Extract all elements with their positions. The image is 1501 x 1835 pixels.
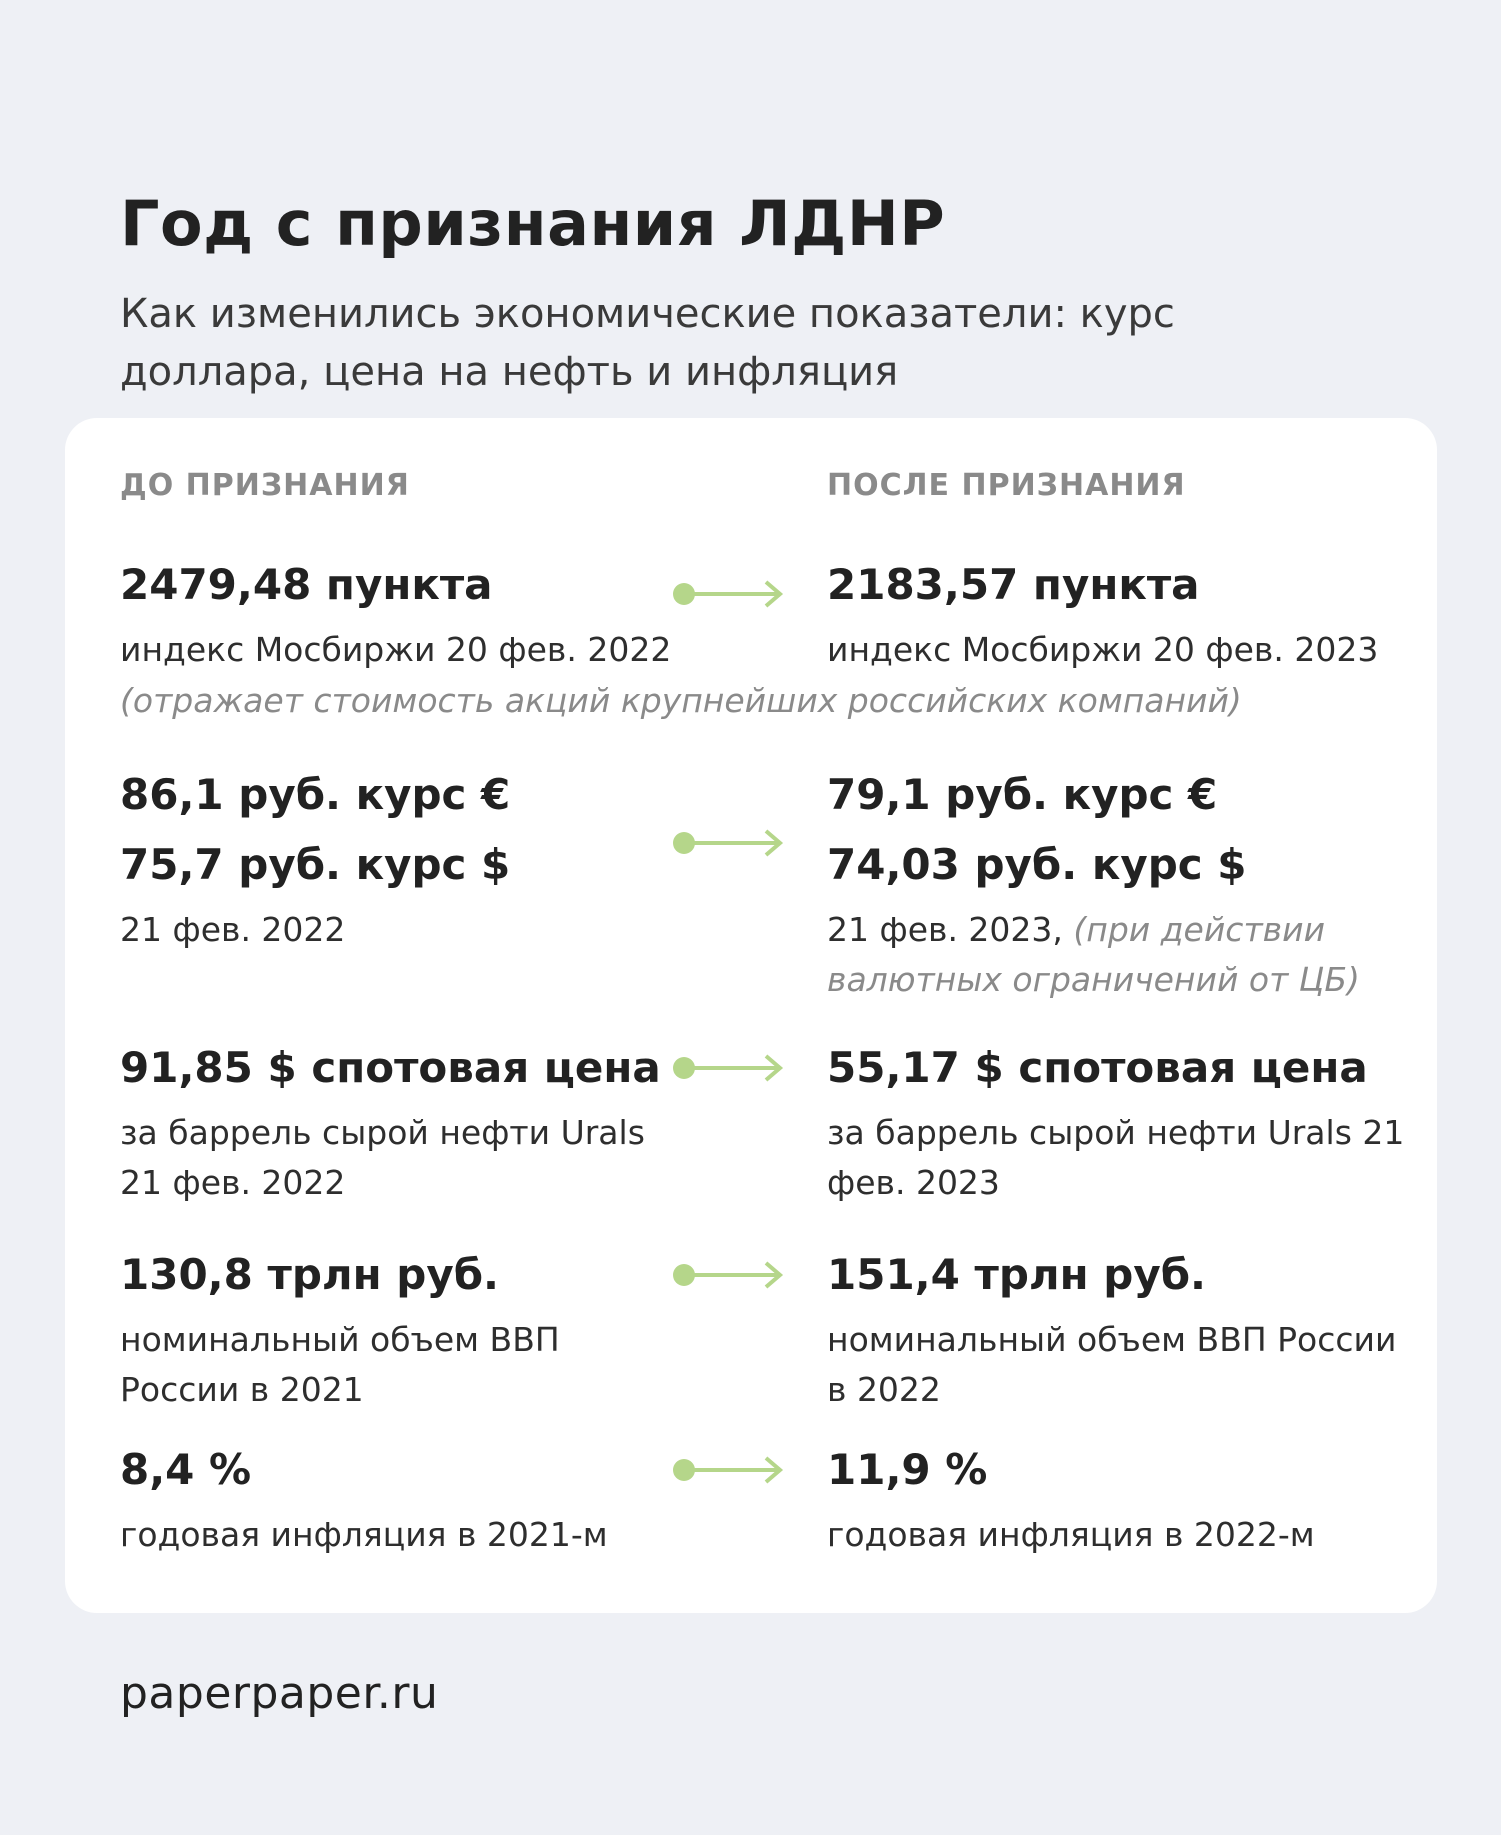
- page-subtitle: Как изменились экономические показатели:…: [120, 291, 1175, 395]
- arrow-right-icon: [673, 580, 784, 608]
- before-value: 8,4 %: [120, 1445, 252, 1494]
- after-cell: 151,4 трлн руб. номинальный объем ВВП Ро…: [827, 1245, 1407, 1415]
- after-date: 21 фев. 2023,: [827, 910, 1063, 949]
- after-description: годовая инфляция в 2022-м: [827, 1515, 1315, 1554]
- arrow-right-icon: [673, 829, 784, 857]
- column-header-before: ДО ПРИЗНАНИЯ: [120, 468, 410, 503]
- after-cell: 11,9 % годовая инфляция в 2022-м: [827, 1440, 1407, 1560]
- before-value: 2479,48 пункта: [120, 560, 493, 609]
- before-description: индекс Мосбиржи 20 фев. 2022: [120, 630, 672, 669]
- after-value: 2183,57 пункта: [827, 560, 1200, 609]
- after-note: (при действии валютных ограничений от ЦБ…: [827, 910, 1360, 999]
- after-value: 151,4 трлн руб.: [827, 1250, 1207, 1299]
- before-value: 130,8 трлн руб.: [120, 1250, 500, 1299]
- arrow-right-icon: [673, 1054, 784, 1082]
- after-description: индекс Мосбиржи 20 фев. 2023: [827, 630, 1379, 669]
- before-value: 91,85 $ спотовая цена: [120, 1043, 661, 1092]
- column-header-after: ПОСЛЕ ПРИЗНАНИЯ: [827, 468, 1186, 503]
- before-description: годовая инфляция в 2021-м: [120, 1515, 608, 1554]
- after-description: 21 фев. 2023, (при действии валютных огр…: [827, 905, 1407, 1005]
- arrow-right-icon: [673, 1456, 784, 1484]
- comparison-card: [65, 418, 1437, 1613]
- before-description: номинальный объем ВВП России в 2021: [120, 1320, 560, 1409]
- before-cell: 86,1 руб. курс € 75,7 руб. курс $ 21 фев…: [120, 765, 680, 955]
- before-value-euro: 86,1 руб. курс €: [120, 770, 511, 819]
- after-value-dollar: 74,03 руб. курс $: [827, 840, 1247, 889]
- after-value-euro: 79,1 руб. курс €: [827, 770, 1218, 819]
- before-description: 21 фев. 2022: [120, 910, 346, 949]
- page-title: Год с признания ЛДНР: [120, 187, 946, 260]
- before-cell: 8,4 % годовая инфляция в 2021-м: [120, 1440, 680, 1560]
- after-value: 11,9 %: [827, 1445, 988, 1494]
- after-value: 55,17 $ спотовая цена: [827, 1043, 1368, 1092]
- after-cell: 79,1 руб. курс € 74,03 руб. курс $ 21 фе…: [827, 765, 1407, 1005]
- arrow-right-icon: [673, 1261, 784, 1289]
- moex-index-note: (отражает стоимость акций крупнейших рос…: [120, 681, 1242, 720]
- before-cell: 2479,48 пункта индекс Мосбиржи 20 фев. 2…: [120, 555, 680, 675]
- after-description: номинальный объем ВВП России в 2022: [827, 1320, 1397, 1409]
- after-cell: 2183,57 пункта индекс Мосбиржи 20 фев. 2…: [827, 555, 1407, 675]
- before-cell: 130,8 трлн руб. номинальный объем ВВП Ро…: [120, 1245, 680, 1415]
- before-cell: 91,85 $ спотовая цена за баррель сырой н…: [120, 1038, 680, 1208]
- after-cell: 55,17 $ спотовая цена за баррель сырой н…: [827, 1038, 1407, 1208]
- after-description: за баррель сырой нефти Urals 21 фев. 202…: [827, 1113, 1405, 1202]
- site-link[interactable]: paperpaper.ru: [120, 1668, 439, 1719]
- before-value-dollar: 75,7 руб. курс $: [120, 840, 511, 889]
- before-description: за баррель сырой нефти Urals 21 фев. 202…: [120, 1113, 645, 1202]
